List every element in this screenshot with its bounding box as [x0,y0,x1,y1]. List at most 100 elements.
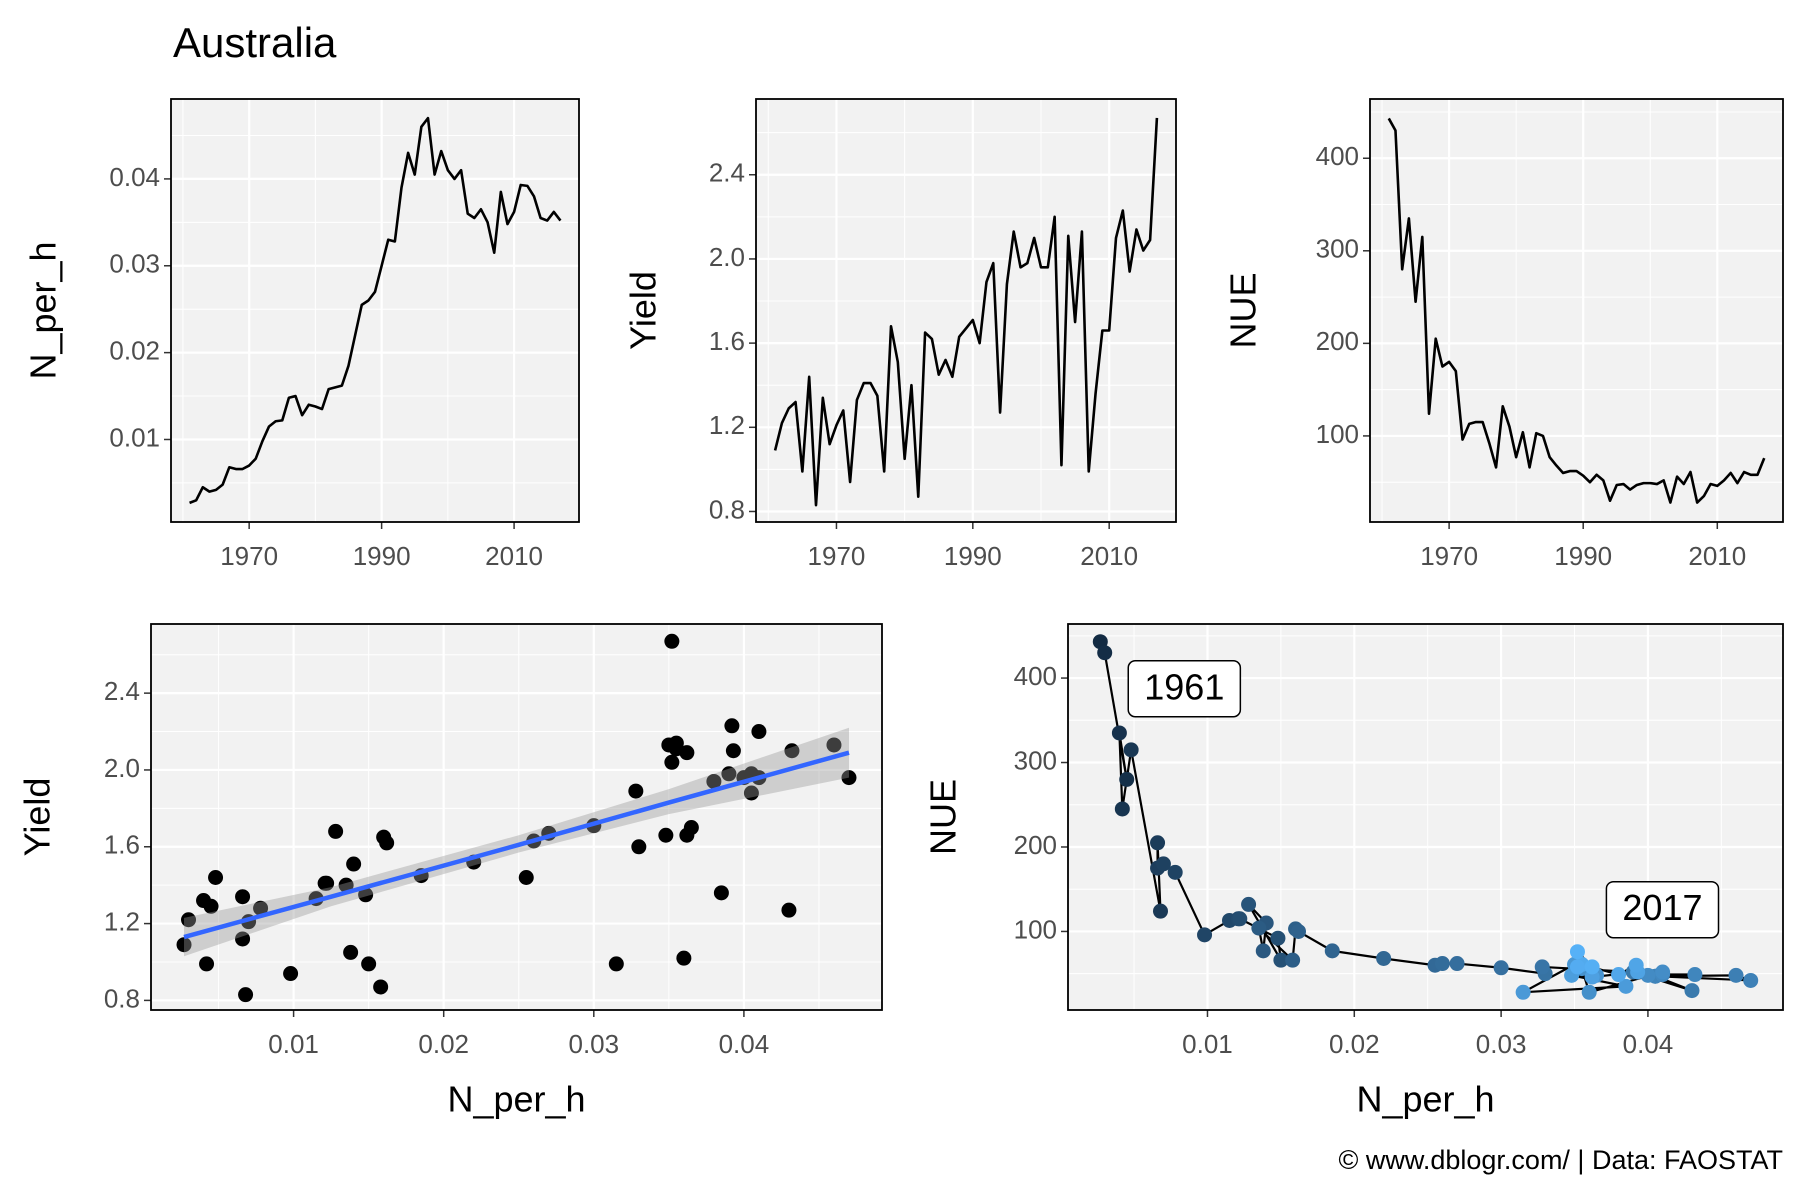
data-point [346,856,362,872]
data-point [235,889,251,905]
data-line [189,116,562,505]
x-tick-label: 0.03 [568,1029,619,1059]
data-point [668,735,684,751]
data-point [319,875,335,891]
x-tick-label: 1970 [220,541,278,571]
data-point [181,912,197,928]
data-point [725,743,741,759]
y-tick-label: 2.0 [104,753,140,783]
x-tick-label: 0.01 [268,1029,319,1059]
data-point [1687,967,1703,983]
data-point [1515,984,1531,1000]
x-tick-label: 2010 [485,541,543,571]
data-point [1743,972,1759,988]
data-line [1387,117,1766,504]
y-tick-label: 400 [1316,141,1359,171]
data-point [1111,725,1127,741]
panel-border [170,98,580,523]
y-tick-label: 0.01 [109,422,160,452]
data-point [679,827,695,843]
annotation-box [1127,659,1242,718]
data-line [773,117,1159,507]
x-axis-title: N_per_h [1356,1079,1494,1120]
page-title: Australia [173,19,337,66]
data-point [743,785,759,801]
panel-border [150,623,883,1011]
data-point [235,931,251,947]
panel: 0.01 0.02 0.03 0.04 100 200 300 400 1961 2017 NUE N… [923,623,1784,1120]
data-point [724,718,740,734]
y-tick-label: 1.6 [709,326,745,356]
panel: 1970 1990 2010 0.01 0.02 0.03 0.04 N_per_h [23,98,580,571]
x-tick-label: 0.01 [1182,1029,1233,1059]
x-axis-title: N_per_h [447,1079,585,1120]
data-point [1285,952,1301,968]
data-point [631,839,647,855]
data-point [841,770,857,786]
data-point [1155,856,1171,872]
data-point [1569,944,1585,960]
data-point [1376,950,1392,966]
data-point [373,979,389,995]
panel-border [755,98,1177,523]
y-tick-label: 0.04 [109,162,160,192]
data-point [713,885,729,901]
data-point [784,743,800,759]
y-axis-title: NUE [1223,272,1264,348]
data-point [1119,771,1135,787]
y-tick-label: 1.2 [104,906,140,936]
data-point [283,966,299,982]
data-point [1618,978,1634,994]
data-point [199,956,215,972]
data-point [658,827,674,843]
data-point [826,737,842,753]
annotation-label: 1961 [1144,666,1224,707]
x-tick-label: 0.02 [1329,1029,1380,1059]
panel-background [1370,99,1783,522]
y-tick-label: 2.4 [104,676,140,706]
y-tick-label: 0.03 [109,249,160,279]
data-point [676,950,692,966]
data-point [1684,983,1700,999]
data-point [238,987,254,1003]
data-point [1273,952,1289,968]
data-point [1251,920,1267,936]
x-tick-label: 2010 [1080,541,1138,571]
data-point [1449,956,1465,972]
y-tick-label: 200 [1316,326,1359,356]
confidence-band [184,727,849,957]
data-point [679,745,695,761]
caption: © www.dblogr.com/ | Data: FAOSTAT [1338,1145,1783,1175]
fit-line [183,750,850,940]
y-tick-label: 2.4 [709,158,745,188]
data-point [1114,801,1130,817]
data-point [781,902,797,918]
y-tick-label: 300 [1316,234,1359,264]
data-point [1728,967,1744,983]
panel-background [756,99,1176,522]
x-tick-label: 1990 [1554,541,1612,571]
data-point [208,869,224,885]
x-tick-label: 0.03 [1476,1029,1527,1059]
data-point [328,823,344,839]
y-tick-label: 0.8 [104,983,140,1013]
y-tick-label: 300 [1014,745,1057,775]
y-axis-title: N_per_h [23,241,64,379]
data-point [1493,960,1509,976]
x-tick-label: 2010 [1688,541,1746,571]
data-point [1324,943,1340,959]
data-point [751,724,767,740]
data-point [1434,956,1450,972]
y-tick-label: 100 [1014,914,1057,944]
data-point [1232,911,1248,927]
data-point [1123,742,1139,758]
panel: 1970 1990 2010 100 200 300 400 NUE [1223,98,1784,571]
data-point [1150,835,1166,851]
panel-border [1067,623,1784,1011]
y-axis-title: NUE [923,779,964,855]
y-tick-label: 400 [1014,661,1057,691]
x-tick-label: 1970 [1420,541,1478,571]
data-point [1241,896,1257,912]
data-point [1628,957,1644,973]
y-tick-label: 0.02 [109,336,160,366]
